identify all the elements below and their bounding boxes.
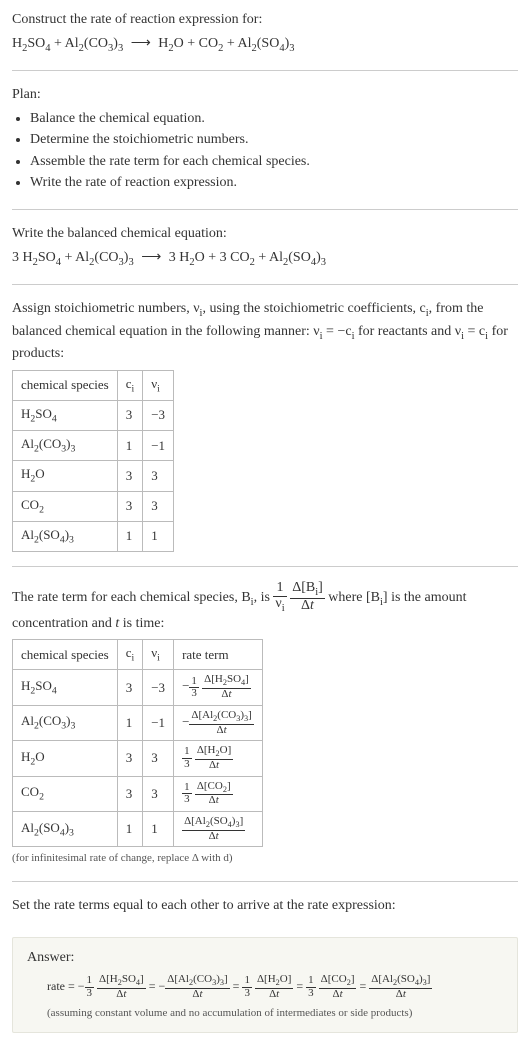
cell-v: −3 <box>143 400 174 430</box>
prompt-equation: H2SO4 + Al2(CO3)3 ⟶ H2O + CO2 + Al2(SO4)… <box>12 34 518 56</box>
cell-c: 3 <box>117 741 143 776</box>
table-row: Al2(CO3)3 1 −1 −Δ[Al2(CO3)3]Δt <box>13 705 263 740</box>
table-row: H2O 3 3 13 Δ[H2O]Δt <box>13 741 263 776</box>
cell-species: H2SO4 <box>13 400 118 430</box>
frac-num: Δ[Bi] <box>290 581 325 599</box>
cell-c: 1 <box>117 521 143 551</box>
table-row: CO2 3 3 <box>13 491 174 521</box>
answer-expression: rate = −13 Δ[H2SO4]Δt = −Δ[Al2(CO3)3]Δt … <box>27 974 503 1000</box>
cell-rate: Δ[Al2(SO4)3]Δt <box>174 811 263 846</box>
stoich-intro: Assign stoichiometric numbers, νi, using… <box>12 299 518 364</box>
plan-list: Balance the chemical equation. Determine… <box>12 109 518 193</box>
cell-c: 1 <box>117 705 143 740</box>
plan-item: Write the rate of reaction expression. <box>30 173 518 193</box>
frac-num: 1 <box>273 581 286 597</box>
plan-item: Balance the chemical equation. <box>30 109 518 129</box>
cell-species: H2SO4 <box>13 670 118 705</box>
table-row: H2SO4 3 −3 −13 Δ[H2SO4]Δt <box>13 670 263 705</box>
plan-item: Assemble the rate term for each chemical… <box>30 152 518 172</box>
cell-rate: −Δ[Al2(CO3)3]Δt <box>174 705 263 740</box>
rateterm-section: The rate term for each chemical species,… <box>12 581 518 882</box>
balanced-section: Write the balanced chemical equation: 3 … <box>12 224 518 285</box>
col-rate: rate term <box>174 640 263 670</box>
rateterm-intro: The rate term for each chemical species,… <box>12 581 518 633</box>
cell-v: 3 <box>143 776 174 811</box>
col-c: ci <box>117 640 143 670</box>
setequal-title: Set the rate terms equal to each other t… <box>12 896 518 916</box>
balanced-equation: 3 H2SO4 + Al2(CO3)3 ⟶ 3 H2O + 3 CO2 + Al… <box>12 248 518 270</box>
cell-rate: 13 Δ[CO2]Δt <box>174 776 263 811</box>
col-c: ci <box>117 370 143 400</box>
frac-den: Δt <box>290 599 325 614</box>
plan-section: Plan: Balance the chemical equation. Det… <box>12 85 518 210</box>
cell-species: H2O <box>13 741 118 776</box>
cell-v: 3 <box>143 741 174 776</box>
cell-v: −1 <box>143 705 174 740</box>
answer-note: (assuming constant volume and no accumul… <box>27 1006 503 1021</box>
table-row: H2SO4 3 −3 <box>13 400 174 430</box>
cell-species: Al2(CO3)3 <box>13 431 118 461</box>
cell-species: Al2(SO4)3 <box>13 521 118 551</box>
balanced-title: Write the balanced chemical equation: <box>12 224 518 244</box>
frac-den: νi <box>273 597 286 614</box>
answer-box: Answer: rate = −13 Δ[H2SO4]Δt = −Δ[Al2(C… <box>12 937 518 1032</box>
rateterm-footnote: (for infinitesimal rate of change, repla… <box>12 851 518 866</box>
cell-c: 3 <box>117 400 143 430</box>
table-row: CO2 3 3 13 Δ[CO2]Δt <box>13 776 263 811</box>
cell-c: 3 <box>117 461 143 491</box>
table-row: H2O 3 3 <box>13 461 174 491</box>
table-row: Al2(CO3)3 1 −1 <box>13 431 174 461</box>
cell-v: 3 <box>143 461 174 491</box>
plan-item: Determine the stoichiometric numbers. <box>30 130 518 150</box>
cell-v: 3 <box>143 491 174 521</box>
table-row: Al2(SO4)3 1 1 <box>13 521 174 551</box>
cell-species: CO2 <box>13 491 118 521</box>
prompt-section: Construct the rate of reaction expressio… <box>12 10 518 71</box>
col-v: νi <box>143 370 174 400</box>
prompt-title: Construct the rate of reaction expressio… <box>12 10 518 30</box>
cell-c: 1 <box>117 431 143 461</box>
table-row: Al2(SO4)3 1 1 Δ[Al2(SO4)3]Δt <box>13 811 263 846</box>
col-species: chemical species <box>13 640 118 670</box>
stoich-section: Assign stoichiometric numbers, νi, using… <box>12 299 518 567</box>
cell-rate: −13 Δ[H2SO4]Δt <box>174 670 263 705</box>
cell-c: 3 <box>117 670 143 705</box>
rateterm-table: chemical species ci νi rate term H2SO4 3… <box>12 639 263 847</box>
rateterm-intro-pre: The rate term for each chemical species,… <box>12 590 273 605</box>
cell-c: 1 <box>117 811 143 846</box>
cell-species: H2O <box>13 461 118 491</box>
rateterm-frac2: Δ[Bi] Δt <box>290 581 325 614</box>
table-header-row: chemical species ci νi rate term <box>13 640 263 670</box>
cell-v: 1 <box>143 811 174 846</box>
cell-rate: 13 Δ[H2O]Δt <box>174 741 263 776</box>
col-species: chemical species <box>13 370 118 400</box>
setequal-section: Set the rate terms equal to each other t… <box>12 896 518 930</box>
plan-title: Plan: <box>12 85 518 105</box>
col-v: νi <box>143 640 174 670</box>
cell-species: Al2(CO3)3 <box>13 705 118 740</box>
table-header-row: chemical species ci νi <box>13 370 174 400</box>
cell-c: 3 <box>117 776 143 811</box>
cell-v: −3 <box>143 670 174 705</box>
answer-label: Answer: <box>27 948 503 968</box>
cell-species: CO2 <box>13 776 118 811</box>
stoich-table: chemical species ci νi H2SO4 3 −3 Al2(CO… <box>12 370 174 552</box>
cell-species: Al2(SO4)3 <box>13 811 118 846</box>
cell-v: −1 <box>143 431 174 461</box>
rateterm-frac1: 1 νi <box>273 581 286 614</box>
cell-v: 1 <box>143 521 174 551</box>
cell-c: 3 <box>117 491 143 521</box>
